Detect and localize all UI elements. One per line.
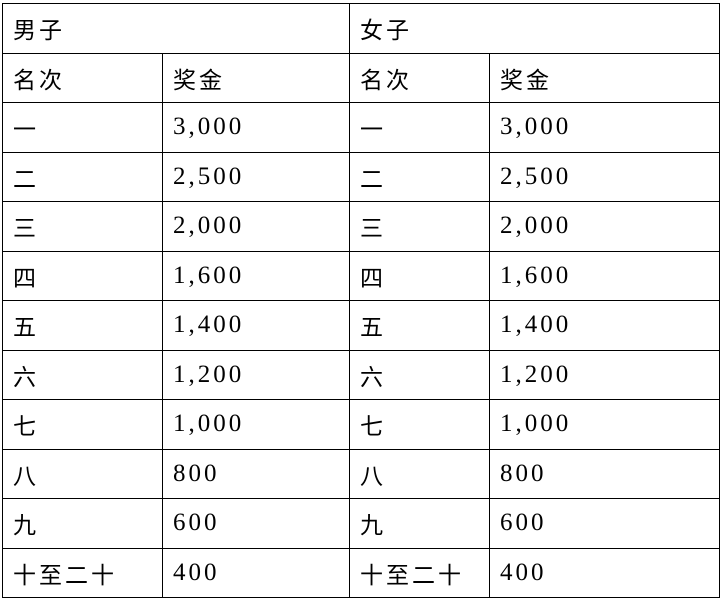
prize-cell: 1,400: [489, 300, 720, 351]
rank-cell: 四: [2, 250, 163, 301]
table-row: 八 800 八 800: [2, 448, 720, 499]
rank-cell: 二: [349, 151, 490, 202]
prize-cell: 400: [489, 547, 720, 598]
prize-cell: 3,000: [489, 102, 720, 153]
prize-cell: 1,400: [162, 300, 350, 351]
rank-cell: 九: [349, 498, 490, 549]
prize-cell: 600: [489, 498, 720, 549]
prize-cell: 1,600: [162, 250, 350, 301]
group-men: 男子: [2, 3, 350, 54]
rank-cell: 十至二十: [349, 547, 490, 598]
prize-cell: 800: [489, 448, 720, 499]
table-row: 四 1,600 四 1,600: [2, 250, 720, 301]
rank-cell: 一: [2, 102, 163, 153]
header-prize: 奖金: [162, 52, 350, 103]
group-women: 女子: [349, 3, 720, 54]
prize-table: 男子 女子 名次 奖金 名次 奖金 一 3,000 一 3,000 二 2,500 二 2,5…: [2, 3, 720, 598]
prize-cell: 600: [162, 498, 350, 549]
prize-cell: 1,000: [489, 399, 720, 450]
rank-cell: 五: [349, 300, 490, 351]
prize-cell: 2,500: [162, 151, 350, 202]
rank-cell: 八: [349, 448, 490, 499]
table-row: 十至二十 400 十至二十 400: [2, 547, 720, 598]
table-row: 九 600 九 600: [2, 498, 720, 549]
header-prize: 奖金: [489, 52, 720, 103]
rank-cell: 七: [2, 399, 163, 450]
table-row: 七 1,000 七 1,000: [2, 399, 720, 450]
prize-cell: 1,200: [489, 349, 720, 400]
rank-cell: 七: [349, 399, 490, 450]
rank-cell: 五: [2, 300, 163, 351]
rank-cell: 二: [2, 151, 163, 202]
prize-cell: 1,200: [162, 349, 350, 400]
header-rank: 名次: [349, 52, 490, 103]
prize-cell: 2,000: [162, 201, 350, 252]
table-row: 三 2,000 三 2,000: [2, 201, 720, 252]
prize-cell: 3,000: [162, 102, 350, 153]
rank-cell: 六: [2, 349, 163, 400]
column-header-row: 名次 奖金 名次 奖金: [2, 52, 720, 103]
prize-cell: 1,600: [489, 250, 720, 301]
prize-cell: 2,500: [489, 151, 720, 202]
table-row: 一 3,000 一 3,000: [2, 102, 720, 153]
table-row: 二 2,500 二 2,500: [2, 151, 720, 202]
rank-cell: 三: [2, 201, 163, 252]
rank-cell: 九: [2, 498, 163, 549]
table-row: 五 1,400 五 1,400: [2, 300, 720, 351]
group-header-row: 男子 女子: [2, 3, 720, 54]
prize-cell: 1,000: [162, 399, 350, 450]
table-row: 六 1,200 六 1,200: [2, 349, 720, 400]
prize-cell: 800: [162, 448, 350, 499]
header-rank: 名次: [2, 52, 163, 103]
prize-cell: 400: [162, 547, 350, 598]
rank-cell: 一: [349, 102, 490, 153]
rank-cell: 四: [349, 250, 490, 301]
rank-cell: 三: [349, 201, 490, 252]
rank-cell: 十至二十: [2, 547, 163, 598]
prize-cell: 2,000: [489, 201, 720, 252]
rank-cell: 六: [349, 349, 490, 400]
rank-cell: 八: [2, 448, 163, 499]
